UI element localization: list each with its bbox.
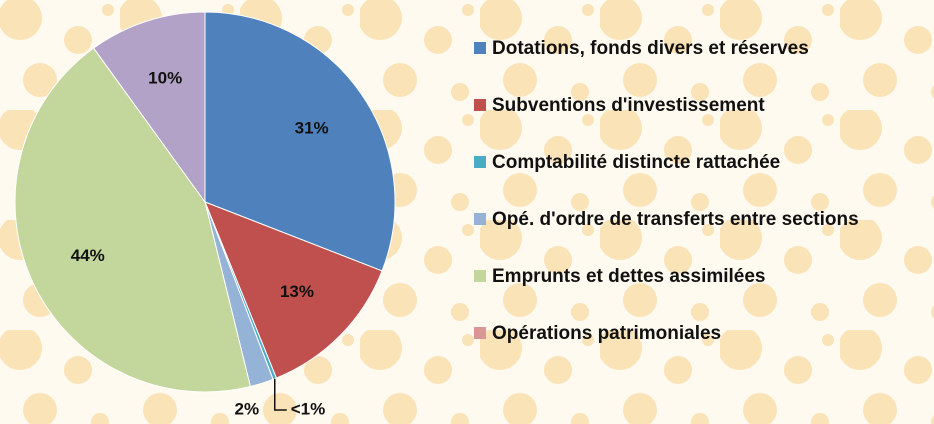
- slice-label: 44%: [71, 246, 105, 265]
- legend-label: Opé. d'ordre de transferts entre section…: [492, 209, 859, 230]
- legend-label: Emprunts et dettes assimilées: [492, 266, 766, 287]
- legend-label: Subventions d'investissement: [492, 95, 765, 116]
- legend-swatch: [474, 42, 486, 54]
- slice-label: 31%: [295, 119, 329, 138]
- chart: 31% 13% <1% 2% 44% 10% Dotations, fonds diver…: [0, 0, 934, 424]
- legend-label: Comptabilité distincte rattachée: [492, 152, 780, 173]
- legend-swatch: [474, 213, 486, 225]
- legend-swatch: [474, 270, 486, 282]
- legend-label: Opérations patrimoniales: [492, 323, 721, 344]
- slice-label: 10%: [148, 69, 182, 88]
- slice-label: 2%: [235, 399, 260, 418]
- legend-swatch: [474, 327, 486, 339]
- slice-label: <1%: [291, 399, 326, 418]
- legend-label: Dotations, fonds divers et réserves: [492, 38, 809, 59]
- legend-swatch: [474, 99, 486, 111]
- slice-label: 13%: [280, 282, 314, 301]
- legend-swatch: [474, 156, 486, 168]
